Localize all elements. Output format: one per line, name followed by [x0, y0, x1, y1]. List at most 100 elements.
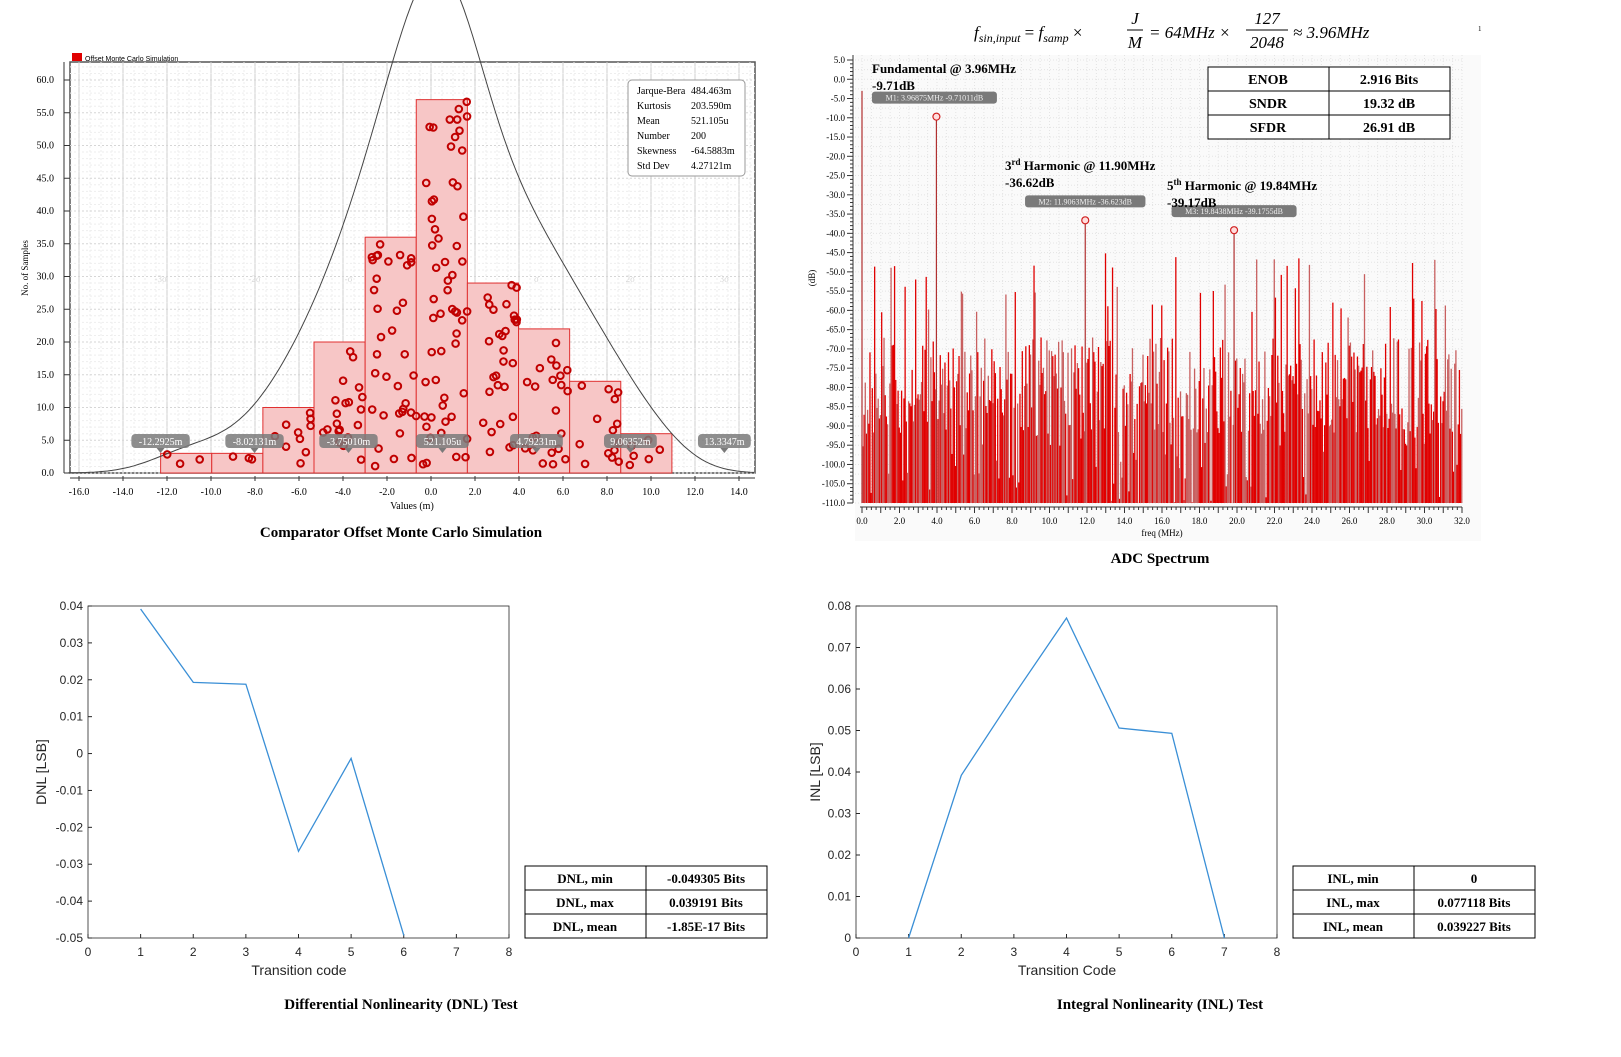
sample-point [445, 115, 455, 124]
sample-point [610, 394, 620, 404]
marker-label: 13.3347m [704, 437, 745, 448]
sample-point [418, 459, 428, 469]
sample-point [447, 412, 456, 422]
table-cell [1328, 114, 1451, 140]
sample-point [613, 388, 623, 397]
x-tick-label: 4.0 [931, 516, 943, 526]
y-tick-label: 0.08 [828, 599, 852, 613]
sample-point [367, 405, 377, 414]
x-tick-label: 18.0 [1192, 516, 1208, 526]
sample-point [438, 401, 448, 410]
y-tick-label: -95.0 [826, 440, 845, 450]
sample-point [398, 407, 407, 417]
peak-annotation: 5th Harmonic @ 19.84MHz [1167, 177, 1317, 193]
stat-name: Number [637, 131, 670, 142]
marker-label: M2: 11.9063MHz -36.623dB [1039, 197, 1132, 206]
stat-value: 203.590m [691, 101, 732, 112]
chart-title: Integral Nonlinearity (INL) Test [1057, 997, 1263, 1013]
sample-point [406, 408, 416, 417]
x-tick-label: 1 [137, 945, 144, 959]
x-tick-label: 10.0 [642, 487, 660, 498]
chart-title: Comparator Offset Monte Carlo Simulation [260, 525, 543, 541]
x-tick-label: 2 [958, 945, 965, 959]
x-axis-label: freq (MHz) [1141, 528, 1182, 538]
axis-ticks: 0 1 2 3 4 5 6 7 8 0.04 0.03 0.02 0.01 0 -0.01 -0.02 -0.0… [56, 599, 513, 959]
y-tick-label: 0 [844, 931, 851, 945]
table-key: ENOB [1248, 73, 1288, 88]
x-tick-label: 3 [243, 945, 250, 959]
x-tick-label: 8 [506, 945, 513, 959]
marker-label: -12.2925m [139, 437, 183, 448]
sample-point [459, 212, 468, 221]
sample-point [356, 455, 366, 464]
marker-label: 4.79231m [516, 437, 557, 448]
y-tick-label: 0.02 [828, 848, 852, 862]
x-tick-label: 3 [1011, 945, 1018, 959]
x-tick-label: 30.0 [1417, 516, 1433, 526]
sample-point [429, 313, 438, 323]
sample-point [338, 376, 348, 386]
svg-text:J: J [1131, 9, 1140, 28]
stat-name: Skewness [637, 146, 677, 157]
sample-point [431, 375, 441, 385]
x-tick-label: -14.0 [113, 487, 134, 498]
sample-point [499, 357, 508, 366]
sample-point [372, 349, 382, 359]
y-tick-label: 0.03 [60, 636, 84, 650]
y-axis-label: DNL [LSB] [33, 739, 49, 805]
sample-point [502, 299, 511, 309]
y-tick-label: -105.0 [822, 479, 846, 489]
sample-point [436, 346, 446, 356]
stat-name: Mean [637, 116, 660, 127]
legend-label[interactable]: Offset Monte Carlo Simulation [85, 56, 178, 63]
y-tick-label: 25.0 [37, 304, 55, 315]
x-tick-label: 2.0 [469, 487, 482, 498]
sample-point [629, 451, 638, 461]
sample-point [369, 285, 379, 295]
table-cell [1207, 114, 1330, 140]
peak-marker [932, 112, 941, 121]
sample-point [451, 452, 461, 462]
sample-point [331, 395, 340, 405]
marker-tag [603, 434, 657, 448]
y-tick-label: -0.04 [56, 894, 84, 908]
y-tick-label: 0.04 [60, 599, 84, 613]
sample-point [548, 375, 558, 385]
marker-label: 9.06352m [610, 437, 651, 448]
y-tick-label: 0.05 [828, 724, 852, 738]
axis-ticks: 0.0 2.0 4.0 6.0 8.0 10.0 12.0 14.0 16.0 18.0 20.0 2… [822, 55, 1470, 526]
sample-point [489, 305, 498, 314]
marker-label: M1: 3.96875MHz -9.71011dB [886, 94, 983, 103]
x-tick-label: 14.0 [730, 487, 748, 498]
sample-point [497, 331, 507, 341]
sample-point [512, 283, 521, 292]
y-tick-label: -50.0 [826, 267, 845, 277]
sample-point [625, 460, 635, 470]
sample-point [407, 453, 416, 463]
peak-annotation: 3rd Harmonic @ 11.90MHz [1005, 157, 1156, 173]
corner-mark: 1 [1478, 25, 1482, 33]
y-tick-label: 0.03 [828, 807, 852, 821]
y-tick-label: 0.02 [60, 673, 84, 687]
x-tick-label: 10.0 [1042, 516, 1058, 526]
x-tick-label: -10.0 [201, 487, 222, 498]
y-tick-label: -100.0 [822, 459, 846, 469]
table-cell [645, 913, 768, 939]
table-cell [1207, 66, 1330, 92]
marker-pointer [156, 448, 165, 453]
sample-point [604, 384, 613, 394]
table-value: -0.049305 Bits [667, 871, 745, 886]
table-value: 0.039191 Bits [669, 895, 743, 910]
sample-point [561, 454, 570, 464]
y-tick-label: 20.0 [37, 337, 55, 348]
sample-point [530, 382, 540, 391]
sample-point [455, 126, 464, 135]
x-tick-label: 0.0 [425, 487, 438, 498]
marker-tag [1171, 205, 1297, 218]
sample-point [452, 329, 461, 338]
y-tick-label: -30.0 [826, 190, 845, 200]
table-value: 0 [1471, 871, 1478, 886]
sample-point [332, 419, 342, 428]
sample-point [508, 412, 518, 422]
inl-line [907, 616, 1226, 939]
